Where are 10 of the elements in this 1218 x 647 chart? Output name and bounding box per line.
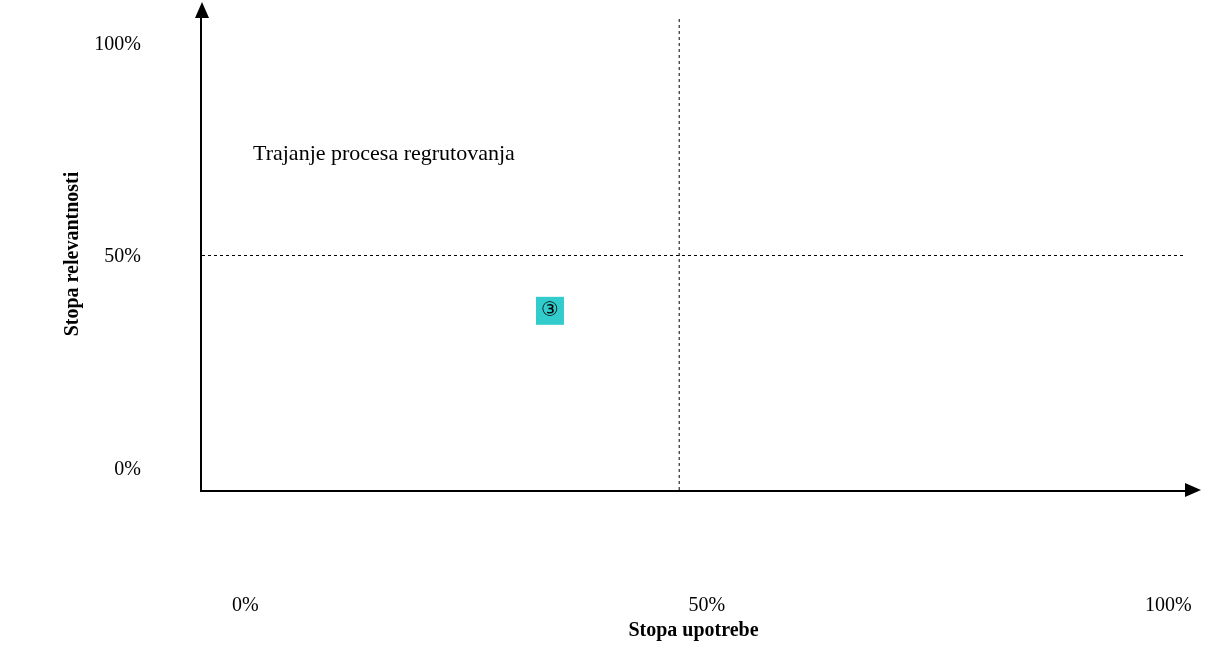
y-axis-title: Stopa relevantnosti (60, 171, 84, 337)
y-tick-label: 0% (114, 457, 141, 480)
x-tick-label: 100% (1145, 593, 1192, 615)
x-axis-title: Stopa upotrebe (628, 618, 759, 641)
x-tick-label: 50% (688, 593, 726, 615)
annotation: Trajanje procesa regrutovanja (253, 140, 516, 165)
data-label: ③ (541, 296, 559, 321)
y-tick-label: 100% (94, 31, 141, 54)
x-tick-label: 0% (232, 593, 259, 615)
y-tick-label: 50% (104, 244, 141, 267)
